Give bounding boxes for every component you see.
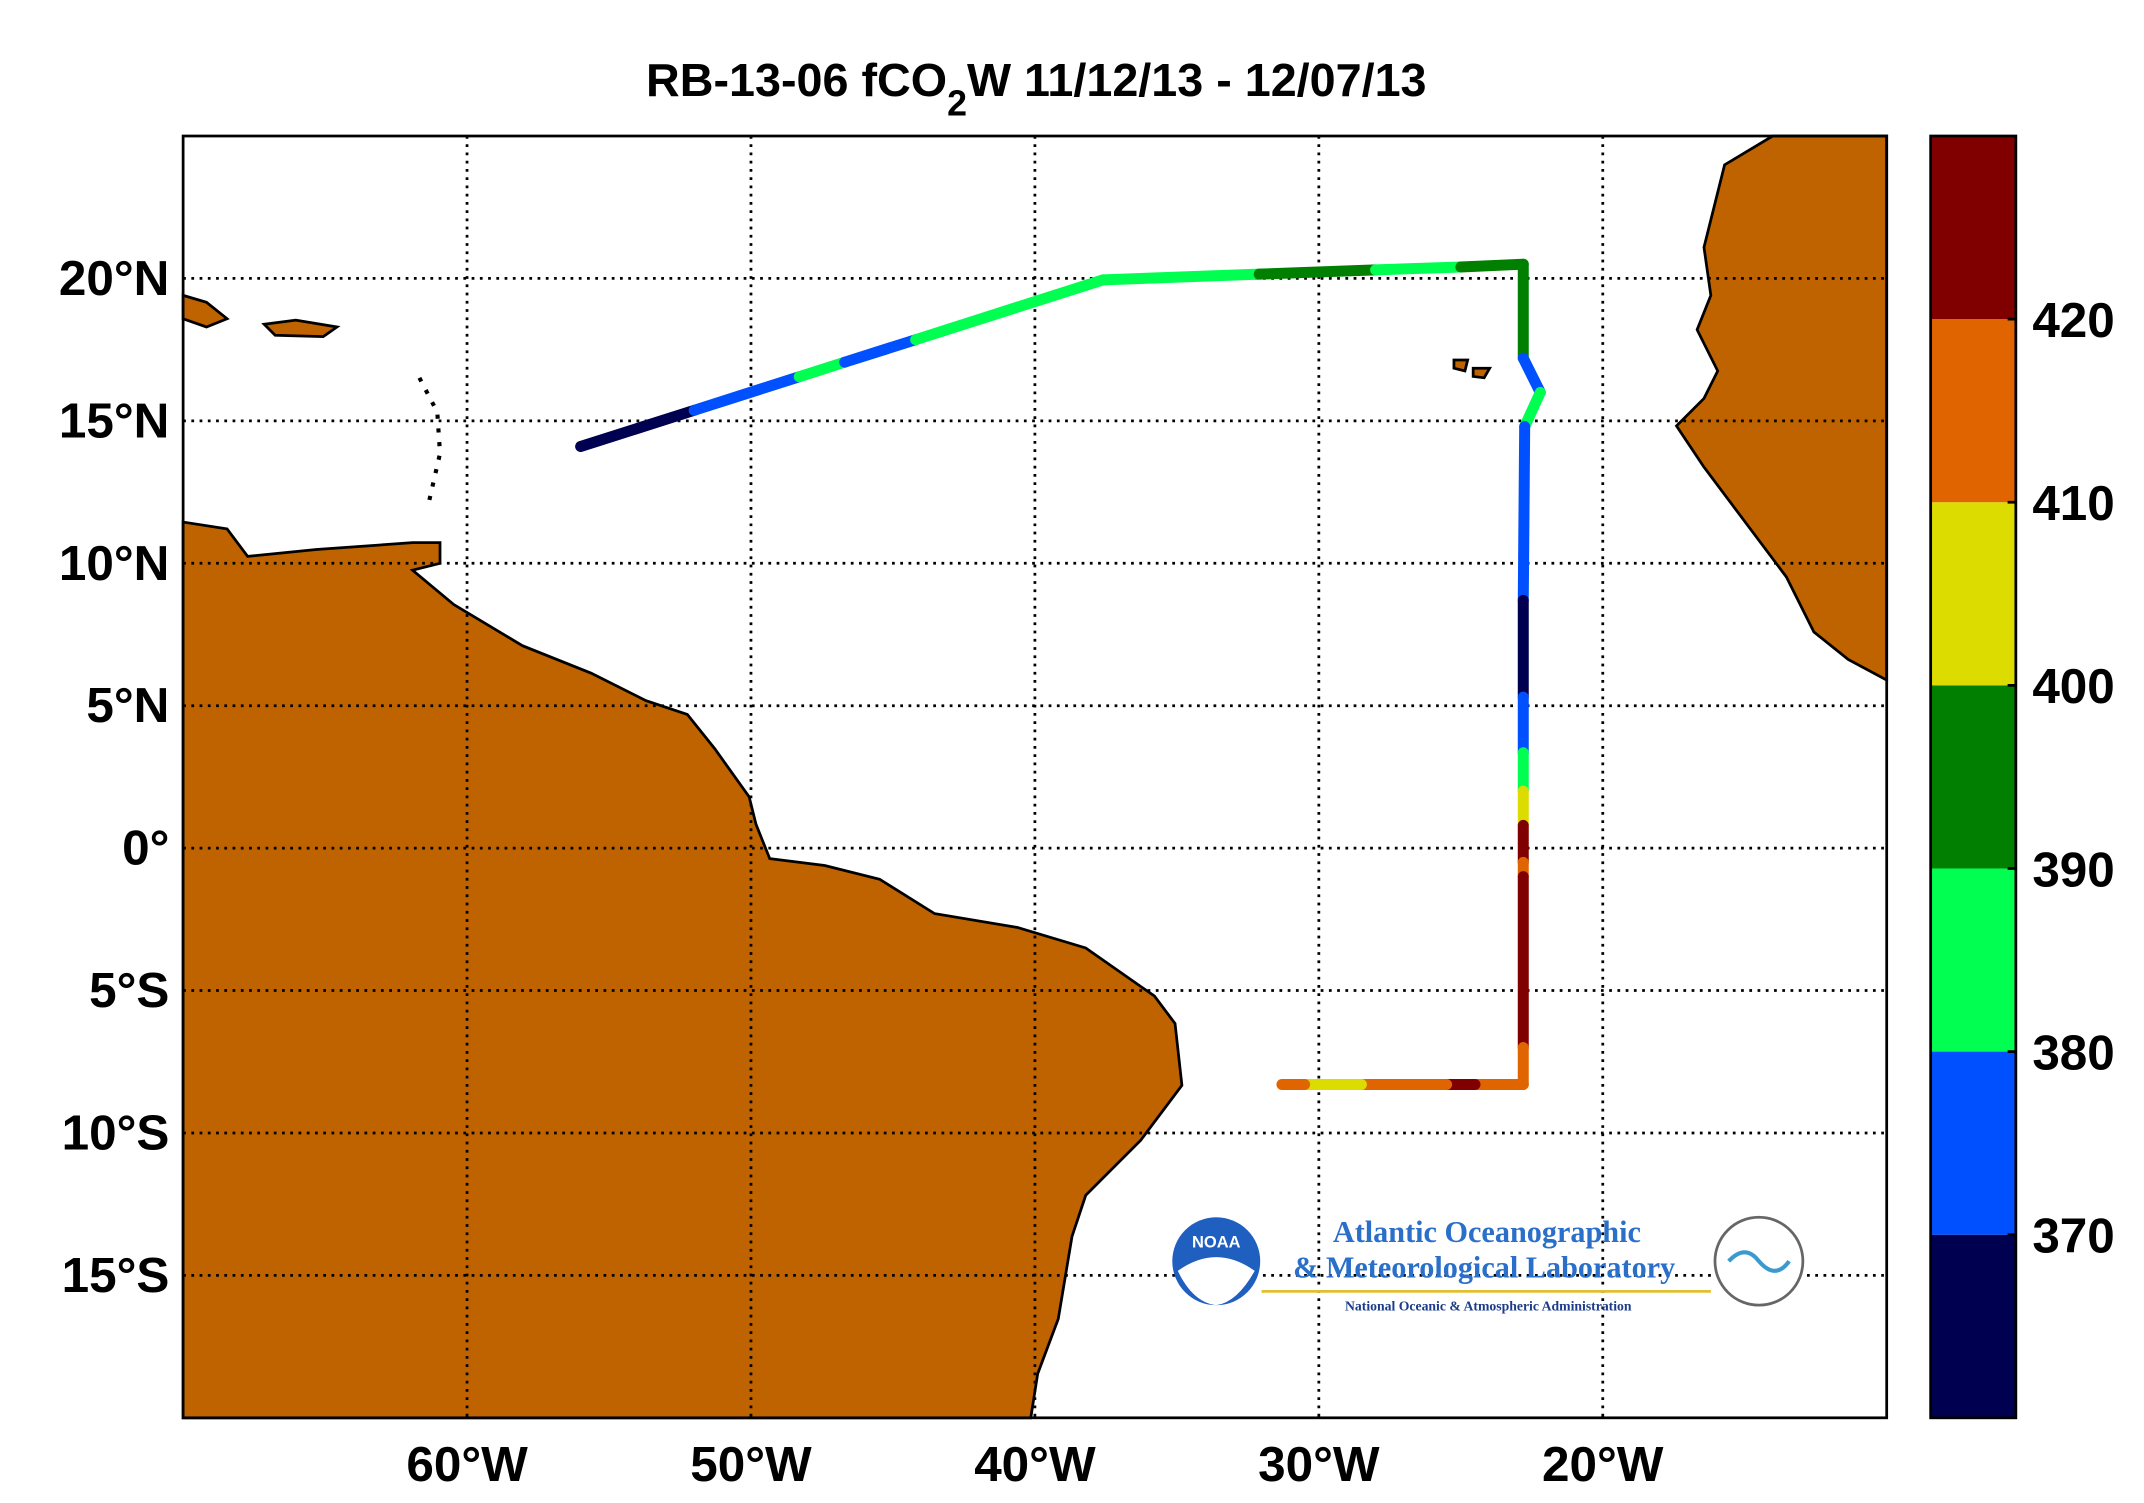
track-segment: [688, 371, 805, 416]
island: [181, 293, 230, 329]
plot-frame: [181, 134, 1889, 1420]
x-tick-label: 50°W: [690, 1437, 812, 1492]
colorbar-tick-label: 370: [2032, 1209, 2114, 1264]
island: [261, 318, 341, 338]
track-segment: [1517, 352, 1546, 398]
south-america: [181, 520, 1184, 1420]
logo-line: & Meteorological Laboratory: [1293, 1251, 1675, 1285]
colorbar-band: [1930, 136, 2016, 320]
land: [181, 134, 1889, 1420]
x-tick-label: 40°W: [974, 1437, 1096, 1492]
ship-track: [575, 258, 1546, 1091]
title: RB-13-06 fCO2W 11/12/13 - 12/07/13: [646, 54, 1426, 123]
colorbar-tick-label: 410: [2032, 476, 2114, 531]
track-segment: [1519, 386, 1546, 433]
colorbar-band: [1930, 868, 2016, 1052]
lesser-antilles: [417, 376, 443, 502]
x-tick-label: 30°W: [1258, 1437, 1380, 1492]
colorbar-band: [1930, 319, 2016, 503]
grid: [183, 136, 1887, 1418]
y-tick-label: 15°S: [62, 1248, 170, 1303]
colorbar-band: [1930, 685, 2016, 869]
y-tick-label: 10°S: [62, 1105, 170, 1160]
y-tick-label: 10°N: [59, 536, 169, 591]
colorbar-band: [1930, 1051, 2016, 1235]
colorbar-tick-label: 380: [2032, 1025, 2114, 1080]
track-segment: [1370, 261, 1467, 276]
title-part: W 11/12/13 - 12/07/13: [967, 54, 1427, 106]
tick-labels: 60°W 50°W 40°W 30°W 20°W 20°N 15°N 10°N 5°N 0° 5°S…: [59, 251, 1664, 1492]
x-tick-label: 20°W: [1542, 1437, 1664, 1492]
y-tick-label: 15°N: [59, 393, 169, 448]
title-subscript: 2: [947, 83, 967, 123]
colorbar-tick-label: 400: [2032, 659, 2114, 714]
y-tick-label: 0°: [122, 821, 169, 876]
logo: NOAA Atlantic Oceanographic & Meteorolog…: [1172, 1215, 1805, 1314]
colorbar-tick-label: 390: [2032, 842, 2114, 897]
x-tick-label: 60°W: [406, 1437, 528, 1492]
track-segment: [793, 356, 851, 383]
colorbar-frame: [1929, 134, 2018, 1420]
colorbar-band: [1930, 1234, 2016, 1418]
island: [1452, 358, 1470, 373]
y-tick-label: 5°N: [86, 678, 169, 733]
title-part: RB-13-06 fCO: [646, 54, 947, 106]
noaa-bird: [1177, 1257, 1255, 1306]
colorbar: 370 380 390 400 410 420: [1929, 134, 2115, 1420]
africa: [1674, 134, 1889, 683]
track-segment: [575, 404, 700, 452]
y-tick-label: 5°S: [89, 963, 169, 1018]
colorbar-band: [1930, 502, 2016, 686]
colorbar-tick-label: 420: [2032, 293, 2114, 348]
track-segment: [1097, 268, 1265, 286]
badge-text: NOAA: [1192, 1233, 1241, 1251]
track-segment: [1517, 421, 1531, 606]
track-segment: [839, 334, 922, 368]
island: [1471, 366, 1493, 380]
logo-line: National Oceanic & Atmospheric Administr…: [1345, 1299, 1632, 1314]
seal-wave: [1727, 1250, 1791, 1273]
logo-line: Atlantic Oceanographic: [1333, 1215, 1641, 1249]
track-segment: [910, 274, 1109, 346]
track-segment: [1455, 258, 1529, 273]
y-tick-label: 20°N: [59, 251, 169, 306]
track-segment: [1253, 264, 1382, 280]
